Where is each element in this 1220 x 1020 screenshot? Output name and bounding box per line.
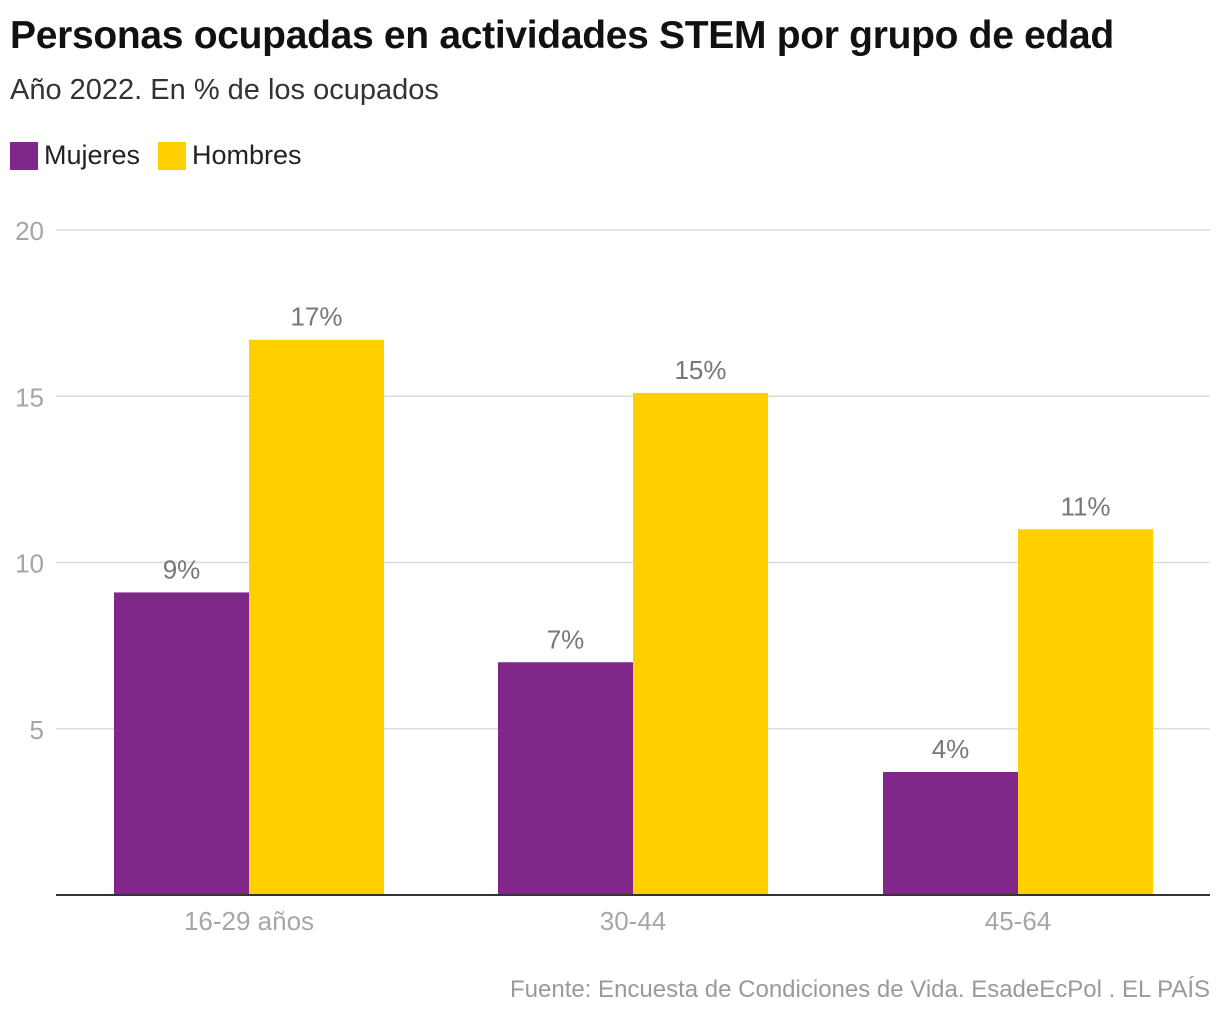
x-tick-label-3: 45-64 [985, 906, 1052, 936]
legend-label-hombres: Hombres [192, 140, 302, 170]
chart-title: Personas ocupadas en actividades STEM po… [10, 14, 1114, 57]
legend-item-mujeres: Mujeres [10, 140, 140, 171]
data-label-hombres-2: 15% [674, 355, 726, 385]
y-tick-label-10: 10 [15, 549, 44, 579]
bar-hombres-1 [249, 339, 384, 896]
bar-mujeres-1 [114, 592, 249, 895]
legend: Mujeres Hombres [10, 140, 320, 171]
bar-hombres-3 [1018, 529, 1153, 895]
data-label-mujeres-1: 9% [163, 554, 201, 584]
data-label-hombres-1: 17% [290, 302, 342, 332]
bar-mujeres-3 [883, 771, 1018, 895]
legend-swatch-mujeres [10, 141, 38, 170]
data-label-hombres-3: 11% [1060, 491, 1110, 521]
source-note: Fuente: Encuesta de Condiciones de Vida.… [510, 976, 1210, 1003]
data-label-mujeres-3: 4% [932, 734, 970, 764]
y-tick-label-15: 15 [15, 382, 44, 412]
chart-subtitle: Año 2022. En % de los ocupados [10, 74, 439, 106]
bar-mujeres-2 [498, 662, 633, 895]
x-tick-label-2: 30-44 [600, 906, 667, 936]
legend-label-mujeres: Mujeres [44, 140, 141, 170]
data-label-mujeres-2: 7% [547, 624, 585, 654]
x-tick-label-1: 16-29 años [184, 906, 314, 936]
y-tick-label-5: 5 [30, 715, 44, 745]
bar-hombres-2 [633, 392, 768, 895]
legend-swatch-hombres [158, 141, 187, 170]
legend-item-hombres: Hombres [158, 140, 302, 171]
y-tick-label-20: 20 [15, 216, 44, 246]
